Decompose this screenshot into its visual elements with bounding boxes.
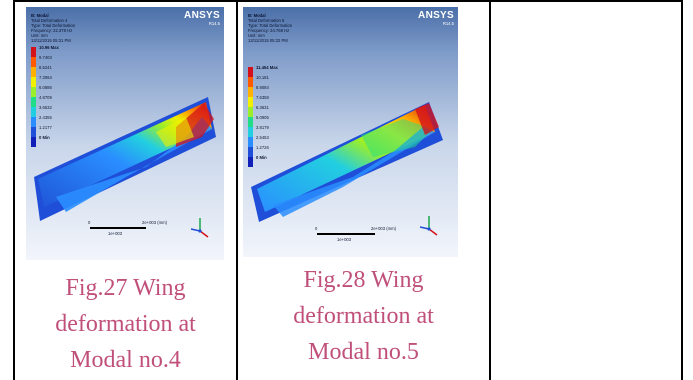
legend-label: 11.454 Max [256,65,278,70]
ansys-logo: ANSYS R14.5 [418,10,454,27]
legend-swatch [31,47,36,57]
ansys-render-modal-5: B: Modal Total Deformation 5 Type: Total… [243,7,458,257]
triad-axes-icon [190,218,209,238]
legend-label: 2.4355 [39,115,52,120]
scale-bar-zero: 0 [88,220,91,225]
legend-swatch [248,97,253,107]
ansys-wordmark: ANSYS [184,10,220,21]
scale-bar: 0 2e+003 (mm) 1e+003 [315,225,399,245]
legend-label: 8.5241 [39,65,52,70]
header-line: Unit: mm [31,33,48,38]
legend-label: 2.5453 [256,135,269,140]
scale-bar-mid: 1e+003 [337,237,352,242]
legend-label: 6.3631 [256,105,269,110]
figure-caption: Fig.28 Wing deformation at Modal no.5 [238,262,489,370]
caption-line: Fig.28 Wing [303,267,424,293]
legend-swatch [248,67,253,77]
legend-label: 6.0886 [39,85,52,90]
ansys-version: R14.5 [208,21,220,26]
legend-swatch [248,87,253,97]
header-line: Type: Total Deformation [31,23,76,28]
table-border-left [13,0,15,380]
legend-swatch [31,87,36,97]
legend-swatch [248,137,253,147]
legend-label: 1.2177 [39,125,52,130]
legend-label: 10.96 Max [39,45,59,50]
legend-label: 7.6358 [256,95,269,100]
wing-contour-plot [34,97,216,221]
ansys-version: R14.5 [442,21,454,26]
color-legend: 11.454 Max 10.181 8.9084 7.6358 6.3631 5… [248,65,292,167]
legend-label: 0 Min [39,135,50,140]
header-line: Frequency: 22.378 Hz [31,28,73,33]
legend-swatch [248,107,253,117]
legend-swatch [31,107,36,117]
scale-bar-end: 2e+003 (mm) [371,226,397,231]
header-line: Unit: mm [248,33,265,38]
legend-label: 9.7403 [39,55,52,60]
header-line: Type: Total Deformation [248,23,293,28]
caption-line: deformation at [293,303,434,329]
table-border-mid-2 [489,0,491,380]
color-legend: 10.96 Max 9.7403 8.5241 7.3064 6.0886 4.… [31,45,71,147]
table-border-right [681,0,683,380]
table-border-top [13,0,683,2]
legend-label: 4.8709 [39,95,52,100]
scale-bar: 0 2e+003 (mm) 1e+003 [88,219,170,239]
ansys-render-modal-4: B: Modal Total Deformation 4 Type: Total… [26,7,224,260]
legend-swatch [31,77,36,87]
caption-line: Modal no.5 [308,339,419,365]
legend-label: 8.9084 [256,85,269,90]
scale-bar-bar [317,233,375,235]
legend-swatch [248,157,253,167]
render-header: B: Modal Total Deformation 5 Type: Total… [248,13,292,43]
header-line: Frequency: 24.768 Hz [248,28,290,33]
legend-swatch [248,147,253,157]
legend-swatch [31,97,36,107]
header-line: Total Deformation 5 [248,18,285,23]
wing-contour-plot [251,102,443,222]
legend-swatch [248,77,253,87]
legend-swatch [31,117,36,127]
header-line: 13/11/2015 05:32 PM [248,38,288,43]
legend-label: 3.8179 [256,125,269,130]
legend-swatch [248,117,253,127]
header-line: B: Modal [31,13,49,18]
legend-label: 0 Min [256,155,267,160]
ansys-wordmark: ANSYS [418,10,454,21]
table-border-mid-1 [236,0,238,380]
ansys-logo: ANSYS R14.5 [184,10,220,27]
legend-swatch [31,127,36,137]
legend-label: 10.181 [256,75,269,80]
legend-label: 1.2726 [256,145,269,150]
caption-line: deformation at [55,311,196,337]
legend-swatch [248,127,253,137]
header-line: Total Deformation 4 [31,18,68,23]
legend-swatch [31,57,36,67]
legend-swatch [31,67,36,77]
legend-label: 3.6532 [39,105,52,110]
scale-bar-zero: 0 [315,226,318,231]
triad-axes-icon [419,216,438,236]
caption-line: Modal no.4 [70,347,181,373]
legend-label: 5.0905 [256,115,269,120]
legend-label: 7.3064 [39,75,52,80]
header-line: B: Modal [248,13,266,18]
scale-bar-end: 2e+003 (mm) [142,220,168,225]
scale-bar-bar [90,227,146,229]
header-line: 13/11/2015 05:31 PM [31,38,71,43]
render-header: B: Modal Total Deformation 4 Type: Total… [31,13,75,43]
scale-bar-mid: 1e+003 [108,231,123,236]
legend-swatch [31,137,36,147]
figure-caption: Fig.27 Wing deformation at Modal no.4 [15,270,236,378]
caption-line: Fig.27 Wing [65,275,186,301]
